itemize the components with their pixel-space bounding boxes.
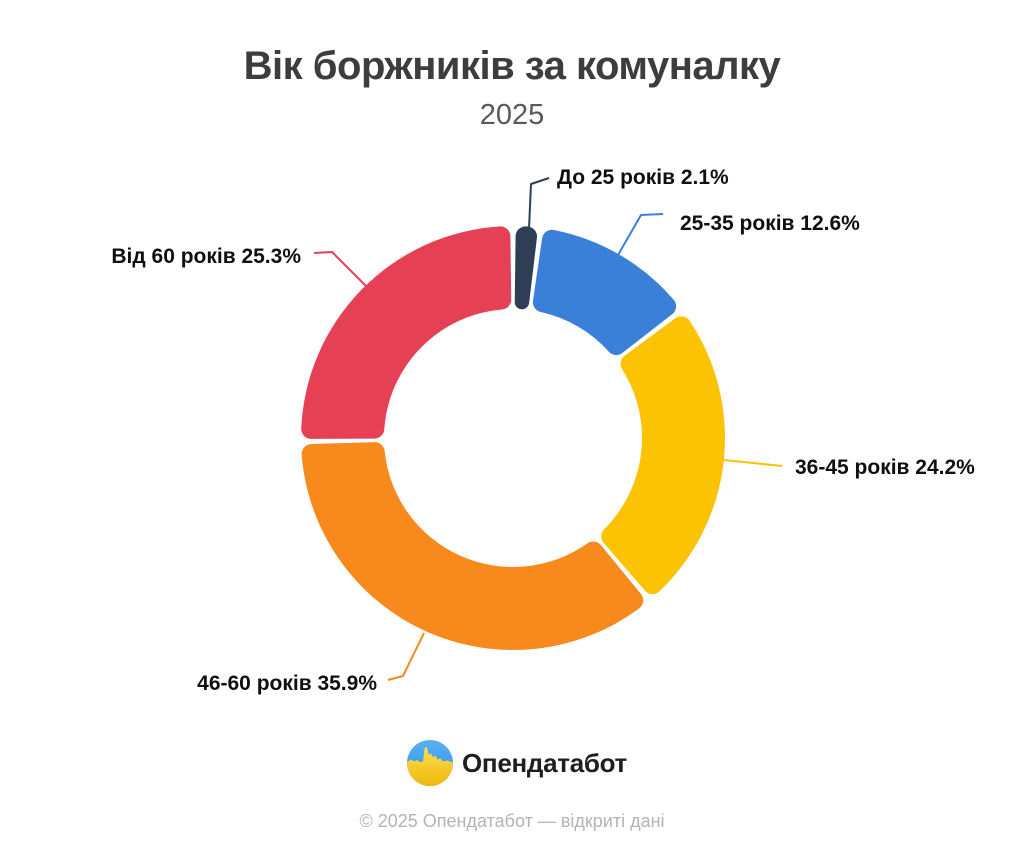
pie-slice-25-35-rokiv — [532, 229, 677, 356]
connector-line-over-60-rokiv — [313, 251, 369, 289]
chart-subtitle: 2025 — [479, 99, 545, 131]
donut-slices — [301, 226, 725, 650]
pie-slice-36-45-rokiv — [601, 316, 725, 595]
opendatabot-logo-icon — [407, 740, 453, 786]
brand-name: Опендатабот — [462, 747, 627, 778]
slice-callout-under-25: До 25 років 2.1% — [557, 166, 729, 189]
pie-slice-46-60-rokiv — [301, 442, 644, 650]
pie-slice-under-25-rokiv — [514, 226, 538, 310]
copyright-line: © 2025 Опендатабот — відкриті дані — [359, 811, 665, 831]
slice-callout-25-35: 25-35 років 12.6% — [680, 212, 860, 235]
connector-line-25-35-rokiv — [617, 213, 664, 256]
brand-logo: Опендатабот — [407, 740, 627, 786]
connector-line-under-25-rokiv — [528, 177, 550, 230]
slice-callout-46-60: 46-60 років 35.9% — [197, 672, 377, 695]
label-connector-lines — [313, 177, 783, 681]
slice-callout-36-45: 36-45 років 24.2% — [795, 456, 975, 479]
chart-title: Вік боржників за комуналку — [243, 44, 781, 88]
connector-line-46-60-rokiv — [387, 632, 425, 681]
slice-callout-over-60: Від 60 років 25.3% — [111, 245, 301, 268]
pie-slice-over-60-rokiv — [301, 226, 512, 439]
connector-line-36-45-rokiv — [713, 458, 783, 467]
